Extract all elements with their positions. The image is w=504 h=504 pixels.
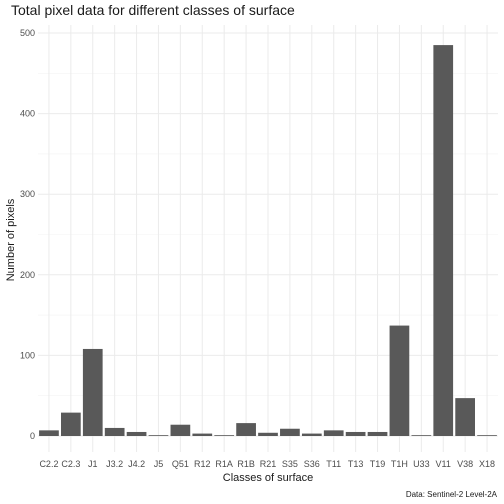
- bar-S36: [301, 433, 322, 436]
- bar-V38: [455, 398, 475, 436]
- bar-J4.2: [126, 431, 147, 436]
- bar-V11: [433, 45, 454, 437]
- chart-title: Total pixel data for different classes o…: [11, 2, 295, 18]
- y-tick-label: 300: [20, 189, 35, 199]
- x-tick-label: R21: [260, 459, 277, 469]
- chart-caption: Data: Sentinel-2 Level-2A: [406, 490, 498, 499]
- x-tick-label: R1A: [215, 459, 233, 469]
- bar-Q51: [170, 424, 191, 436]
- bar-X18: [477, 435, 497, 436]
- x-tick-label: V11: [436, 459, 451, 469]
- x-tick-label: S35: [282, 459, 298, 469]
- bar-J1: [82, 348, 103, 436]
- bars: [39, 45, 497, 437]
- y-tick-label: 200: [20, 270, 35, 280]
- x-tick-label: T11: [326, 459, 341, 469]
- y-tick-label: 500: [20, 28, 35, 38]
- bar-J3.2: [104, 427, 125, 436]
- bar-C2.2: [39, 430, 59, 436]
- x-tick-label: J4.2: [128, 459, 145, 469]
- x-tick-label: J1: [88, 459, 98, 469]
- y-tick-label: 0: [30, 431, 35, 441]
- x-tick-label: U33: [413, 459, 430, 469]
- bar-R21: [258, 432, 278, 436]
- x-axis-title: Classes of surface: [223, 472, 313, 484]
- bar-T1H: [389, 325, 410, 436]
- bar-T19: [367, 431, 388, 436]
- bar-R1A: [214, 435, 235, 436]
- bar-S35: [280, 428, 300, 436]
- bar-R12: [192, 433, 213, 436]
- x-tick-label: J5: [154, 459, 164, 469]
- gridlines: [38, 25, 498, 452]
- x-tick-label: V38: [457, 459, 473, 469]
- y-tick-label: 100: [20, 350, 35, 360]
- y-axis-ticks: 0 100 200 300 400 500: [20, 28, 35, 441]
- bar-J5: [148, 435, 169, 436]
- bar-T11: [323, 430, 344, 436]
- bar-C2.3: [61, 412, 81, 436]
- x-tick-label: R12: [194, 459, 211, 469]
- x-tick-label: Q51: [172, 459, 189, 469]
- bar-T13: [345, 431, 366, 436]
- x-tick-label: T19: [370, 459, 386, 469]
- x-tick-label: T13: [348, 459, 364, 469]
- x-tick-label: C2.2: [39, 459, 58, 469]
- y-axis-title: Number of pixels: [5, 198, 17, 281]
- x-axis-ticks: C2.2 C2.3 J1 J3.2 J4.2 J5 Q51 R12 R1A R1B R21 S35 S3…: [39, 459, 495, 469]
- x-tick-label: J3.2: [106, 459, 123, 469]
- x-tick-label: C2.3: [61, 459, 80, 469]
- x-tick-label: S36: [304, 459, 320, 469]
- bar-R1B: [236, 423, 256, 436]
- y-tick-label: 400: [20, 109, 35, 119]
- x-tick-label: X18: [479, 459, 495, 469]
- x-tick-label: T1H: [391, 459, 408, 469]
- bar-U33: [411, 435, 432, 436]
- x-tick-label: R1B: [237, 459, 255, 469]
